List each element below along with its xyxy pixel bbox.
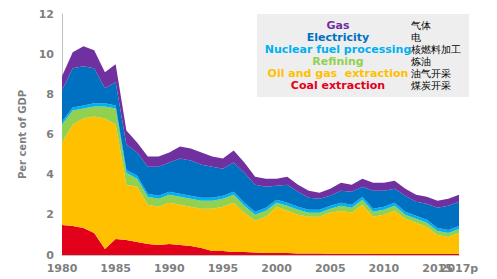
svg-text:1985: 1985 xyxy=(100,262,131,275)
svg-text:6: 6 xyxy=(46,128,54,141)
svg-text:1990: 1990 xyxy=(154,262,185,275)
svg-text:12: 12 xyxy=(39,8,54,21)
svg-text:2017p: 2017p xyxy=(440,262,479,275)
svg-text:2010: 2010 xyxy=(369,262,400,275)
svg-text:气体: 气体 xyxy=(411,20,431,31)
svg-text:1995: 1995 xyxy=(208,262,239,275)
svg-text:0: 0 xyxy=(46,249,54,262)
svg-text:Oil and gas extraction: Oil and gas extraction xyxy=(267,67,409,80)
svg-text:10: 10 xyxy=(39,48,55,61)
svg-text:2: 2 xyxy=(46,208,54,221)
svg-text:2015: 2015 xyxy=(422,262,453,275)
svg-text:1980: 1980 xyxy=(47,262,78,275)
svg-text:电: 电 xyxy=(411,32,421,43)
svg-text:2005: 2005 xyxy=(315,262,346,275)
svg-text:煤炭开采: 煤炭开采 xyxy=(411,80,451,91)
svg-text:Coal extraction: Coal extraction xyxy=(291,79,385,92)
svg-text:油气开采: 油气开采 xyxy=(411,68,451,79)
svg-text:Refining: Refining xyxy=(312,55,364,68)
svg-text:Per cent of GDP: Per cent of GDP xyxy=(17,90,28,179)
svg-text:炼油: 炼油 xyxy=(411,56,431,67)
svg-text:8: 8 xyxy=(46,88,54,101)
svg-text:Gas: Gas xyxy=(326,19,350,32)
svg-text:Electricity: Electricity xyxy=(306,31,370,44)
svg-text:Nuclear fuel processing: Nuclear fuel processing xyxy=(264,43,412,56)
svg-text:核燃料加工: 核燃料加工 xyxy=(410,44,461,55)
svg-text:4: 4 xyxy=(46,168,54,181)
svg-text:2000: 2000 xyxy=(261,262,292,275)
